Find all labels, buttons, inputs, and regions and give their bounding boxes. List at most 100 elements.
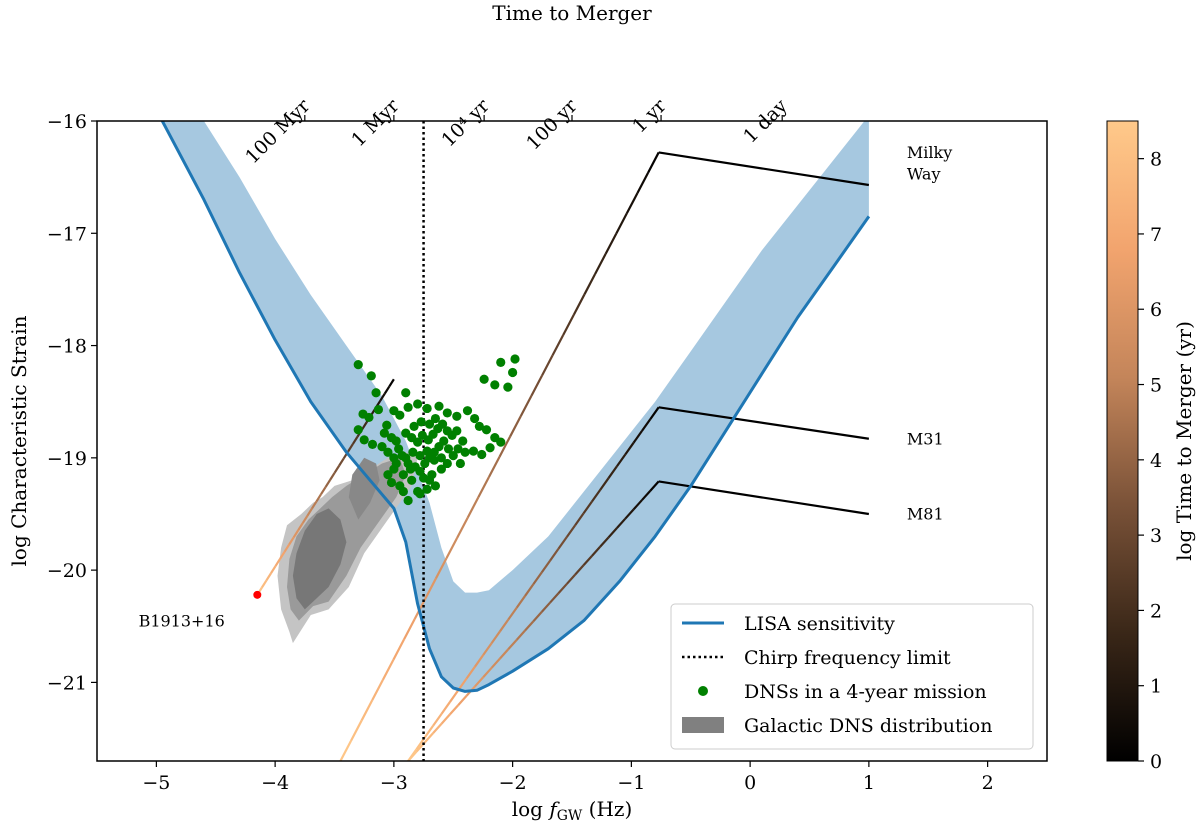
dns-point <box>416 417 426 427</box>
x-axis-title: log fGW (Hz) <box>512 797 633 824</box>
track-rise-seg <box>320 486 327 495</box>
track-rise-seg <box>445 537 459 559</box>
dns-point <box>477 449 487 460</box>
dns-point <box>408 447 418 457</box>
dns-point <box>474 421 484 432</box>
track-rise-seg <box>260 579 268 589</box>
track-m31 <box>407 406 870 761</box>
track-rise-seg <box>616 517 627 529</box>
legend-swatch-galactic <box>682 717 724 733</box>
track-rise-seg <box>297 522 304 531</box>
galactic-dns-contours <box>277 452 418 644</box>
dns-contour-level-2 <box>292 508 347 610</box>
track-rise-seg <box>279 551 286 560</box>
colorbar-tick-label: 3 <box>1150 525 1162 547</box>
dns-point <box>439 436 449 446</box>
y-tick-label: −19 <box>47 448 87 470</box>
track-rise-seg <box>649 406 660 420</box>
track-rise-seg <box>283 543 291 553</box>
colorbar-tick-label: 7 <box>1150 224 1162 246</box>
legend: LISA sensitivity Chirp frequency limit DNS… <box>670 603 1034 750</box>
x-tick-label: 0 <box>744 772 756 794</box>
track-rise-seg <box>499 618 510 632</box>
track-rise-seg <box>288 536 295 546</box>
dns-contour-level-3 <box>348 457 380 520</box>
dns-point <box>379 428 389 438</box>
dns-point <box>386 433 397 443</box>
colorbar-tick-label: 5 <box>1150 375 1162 397</box>
annotation-label: Milky <box>907 143 952 162</box>
dns-point <box>436 464 446 474</box>
track-rise-seg <box>311 500 318 510</box>
dns-point <box>383 470 393 480</box>
dns-point <box>453 444 463 454</box>
dns-point <box>503 382 513 392</box>
track-rise-seg <box>339 740 353 761</box>
dns-point <box>415 466 425 476</box>
y-axis-title: log Characteristic Strain <box>7 315 31 566</box>
track-rise-seg <box>572 293 586 316</box>
track-rise-seg <box>392 638 406 661</box>
y-tick-label: −21 <box>47 672 87 694</box>
track-rise-seg <box>477 476 490 498</box>
dns-point <box>468 446 479 456</box>
track-rise-seg <box>449 704 460 716</box>
dns-point <box>386 477 397 488</box>
legend-label: Chirp frequency limit <box>744 647 951 669</box>
colorbar-tick-label: 6 <box>1150 299 1162 321</box>
track-rise-seg <box>562 314 575 336</box>
dns-point <box>434 401 444 411</box>
track-rise-seg <box>434 557 448 579</box>
track-rise-seg <box>301 515 309 524</box>
track-rise-seg <box>574 564 585 576</box>
colorbar-label: log Time to Merger (yr) <box>1172 321 1196 561</box>
track-rise-seg <box>507 607 518 621</box>
dns-point <box>377 442 387 452</box>
track-rise-seg <box>509 415 522 437</box>
legend-label: Galactic DNS distribution <box>744 715 992 737</box>
track-rise-seg <box>490 630 501 644</box>
dns-point <box>359 435 369 445</box>
track-rise-seg <box>383 385 391 395</box>
b1913-point <box>253 590 262 599</box>
dns-point <box>430 481 441 491</box>
dns-point <box>424 419 435 429</box>
dns-point <box>455 458 465 469</box>
y-tick-label: −17 <box>47 223 87 245</box>
track-rise-seg <box>457 695 468 706</box>
dns-point <box>389 464 399 474</box>
dns-point <box>424 475 435 485</box>
x-tick-label: 2 <box>982 772 994 794</box>
track-rise-seg <box>540 559 552 574</box>
dns-point <box>429 455 439 465</box>
track-rise-seg <box>594 253 607 275</box>
track-rise-seg <box>549 592 560 604</box>
track-rise-seg <box>338 457 345 467</box>
track-rise-seg <box>474 676 485 688</box>
track-rise-seg <box>270 565 277 574</box>
track-rise-seg <box>649 480 660 492</box>
dns-point <box>458 436 468 446</box>
track-rise-seg <box>432 713 443 727</box>
track-rise-seg <box>507 639 518 650</box>
track-rise-seg <box>347 443 354 452</box>
track-rise-seg <box>482 642 493 656</box>
track-rise-seg <box>424 732 435 744</box>
track-m81 <box>407 480 870 761</box>
dns-point <box>415 489 425 499</box>
dns-point <box>422 403 432 414</box>
track-rise-seg <box>315 493 322 502</box>
dns-points <box>253 354 520 599</box>
track-rise-seg <box>616 453 627 467</box>
colorbar-tick-label: 0 <box>1150 751 1162 773</box>
track-rise-seg <box>641 490 652 501</box>
y-tick-label: −16 <box>47 111 87 133</box>
x-tick-label: −5 <box>142 772 170 794</box>
track-rise-seg <box>265 572 272 582</box>
dns-point <box>398 470 408 480</box>
dns-point <box>409 421 419 432</box>
track-rise-seg <box>515 629 526 641</box>
track-tail <box>658 151 870 187</box>
track-rise-seg <box>515 595 526 609</box>
